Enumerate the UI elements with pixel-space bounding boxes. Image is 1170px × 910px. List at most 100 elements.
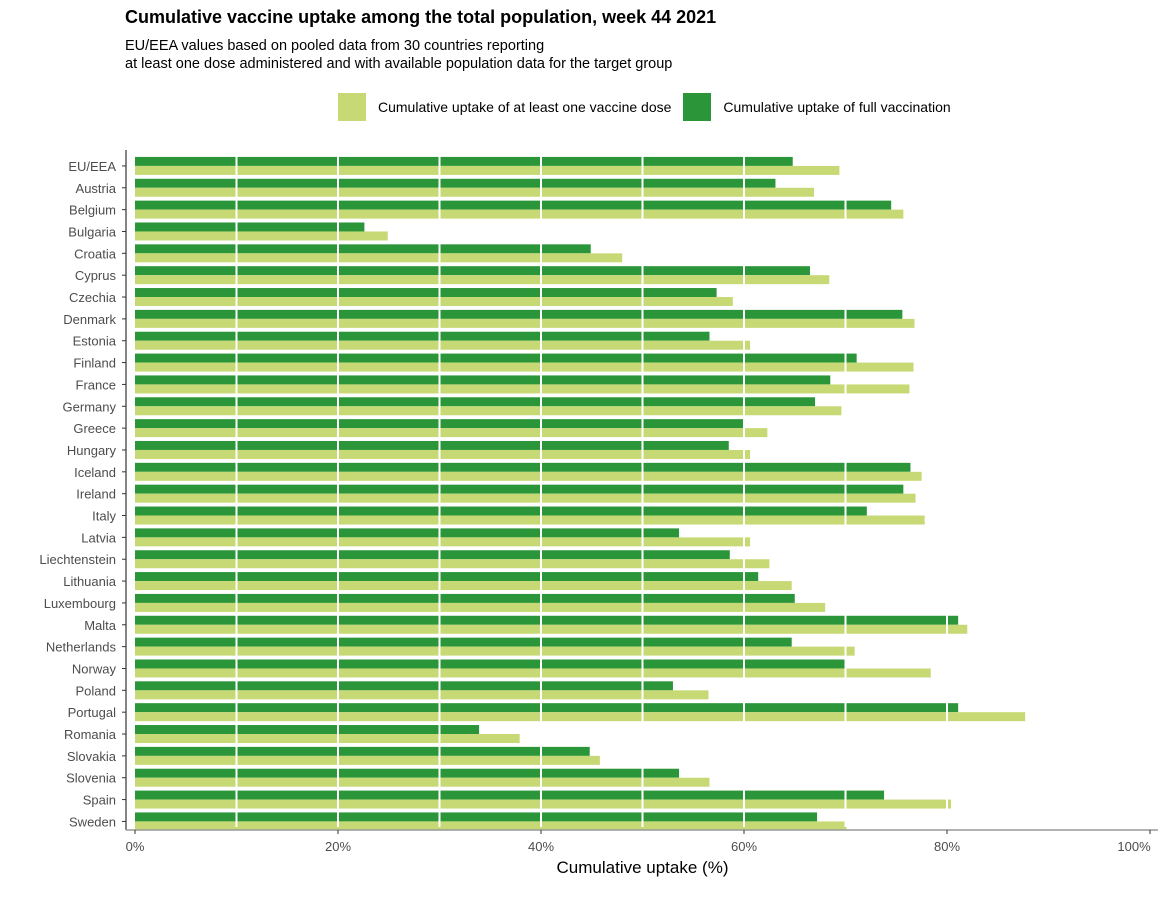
- x-tick-label-2: 40%: [528, 839, 554, 854]
- y-tick-label-22: Netherlands: [46, 640, 117, 655]
- bar-full-19: [135, 572, 759, 582]
- bar-full-13: [135, 440, 729, 450]
- bar-first-dose-22: [135, 646, 855, 656]
- x-tick-label-4: 80%: [934, 839, 960, 854]
- x-tick-label-5: 100%: [1117, 839, 1151, 854]
- bar-first-dose-27: [135, 755, 600, 765]
- bar-full-7: [135, 309, 903, 319]
- bar-first-dose-5: [135, 275, 830, 285]
- bar-full-10: [135, 375, 831, 385]
- y-tick-label-29: Spain: [83, 793, 116, 808]
- y-tick-label-14: Iceland: [74, 465, 116, 480]
- bar-first-dose-1: [135, 187, 815, 197]
- legend-label-first-dose: Cumulative uptake of at least one vaccin…: [378, 99, 672, 115]
- legend-item-full-vaccination: Cumulative uptake of full vaccination: [683, 93, 951, 121]
- bar-full-24: [135, 681, 673, 691]
- y-tick-label-2: Belgium: [69, 203, 116, 218]
- y-tick-label-13: Hungary: [67, 443, 117, 458]
- bar-full-4: [135, 244, 591, 254]
- bar-full-15: [135, 484, 904, 494]
- bar-full-5: [135, 266, 810, 276]
- bar-first-dose-15: [135, 493, 916, 503]
- bar-full-22: [135, 637, 792, 647]
- y-tick-label-0: EU/EEA: [68, 159, 116, 174]
- bar-first-dose-11: [135, 406, 842, 416]
- bar-first-dose-2: [135, 209, 904, 219]
- y-tick-label-11: Germany: [63, 399, 117, 414]
- x-tick-label-3: 60%: [731, 839, 757, 854]
- bar-first-dose-7: [135, 318, 915, 328]
- y-tick-label-30: Sweden: [69, 814, 116, 829]
- bar-full-2: [135, 200, 892, 210]
- bar-first-dose-19: [135, 581, 792, 591]
- bar-full-17: [135, 528, 680, 538]
- y-tick-label-24: Poland: [76, 683, 116, 698]
- bar-first-dose-28: [135, 777, 710, 787]
- y-tick-label-27: Slovakia: [67, 749, 117, 764]
- chart-subtitle: EU/EEA values based on pooled data from …: [125, 37, 672, 73]
- bar-first-dose-20: [135, 602, 826, 612]
- bar-full-11: [135, 397, 816, 407]
- bar-first-dose-18: [135, 559, 770, 569]
- y-tick-label-12: Greece: [73, 421, 116, 436]
- y-tick-label-15: Ireland: [76, 487, 116, 502]
- x-tick-label-1: 20%: [325, 839, 351, 854]
- bar-first-dose-29: [135, 799, 952, 809]
- bar-full-16: [135, 506, 867, 516]
- legend-swatch-first-dose: [338, 93, 366, 121]
- bar-first-dose-16: [135, 515, 925, 525]
- y-tick-label-4: Croatia: [74, 246, 117, 261]
- y-tick-label-21: Malta: [84, 618, 117, 633]
- bar-full-9: [135, 353, 857, 363]
- bar-first-dose-23: [135, 668, 931, 678]
- bar-first-dose-12: [135, 428, 768, 438]
- y-tick-label-28: Slovenia: [66, 771, 117, 786]
- bar-full-8: [135, 331, 710, 341]
- bar-first-dose-14: [135, 471, 922, 481]
- y-tick-label-20: Luxembourg: [44, 596, 116, 611]
- bar-full-6: [135, 288, 717, 298]
- chart-legend: Cumulative uptake of at least one vaccin…: [338, 93, 963, 121]
- y-tick-label-16: Italy: [92, 509, 116, 524]
- bar-full-28: [135, 768, 680, 778]
- bar-full-23: [135, 659, 845, 669]
- x-tick-label-0: 0%: [126, 839, 145, 854]
- bar-full-3: [135, 222, 365, 232]
- subtitle-line-2: at least one dose administered and with …: [125, 56, 673, 72]
- y-tick-label-10: France: [76, 377, 116, 392]
- legend-item-first-dose: Cumulative uptake of at least one vaccin…: [338, 93, 671, 121]
- x-axis-title: Cumulative uptake (%): [557, 858, 729, 877]
- bar-full-26: [135, 725, 480, 735]
- y-tick-label-1: Austria: [76, 181, 117, 196]
- bar-first-dose-9: [135, 362, 914, 372]
- bar-first-dose-10: [135, 384, 910, 394]
- y-tick-label-19: Lithuania: [63, 574, 117, 589]
- bar-first-dose-21: [135, 624, 968, 634]
- subtitle-line-1: EU/EEA values based on pooled data from …: [125, 38, 545, 54]
- y-tick-label-9: Finland: [73, 356, 116, 371]
- y-tick-label-25: Portugal: [68, 705, 117, 720]
- legend-label-full-vaccination: Cumulative uptake of full vaccination: [723, 99, 951, 115]
- bar-first-dose-0: [135, 165, 840, 175]
- bar-first-dose-26: [135, 734, 520, 744]
- y-tick-label-8: Estonia: [73, 334, 117, 349]
- y-tick-label-26: Romania: [64, 727, 117, 742]
- bar-full-14: [135, 462, 911, 472]
- bar-full-29: [135, 790, 885, 800]
- bar-first-dose-6: [135, 297, 733, 307]
- bar-full-25: [135, 703, 959, 713]
- bar-first-dose-24: [135, 690, 709, 700]
- bar-full-21: [135, 615, 959, 625]
- chart-title: Cumulative vaccine uptake among the tota…: [125, 7, 717, 27]
- y-tick-label-5: Cyprus: [75, 268, 117, 283]
- y-tick-label-6: Czechia: [69, 290, 117, 305]
- bar-first-dose-13: [135, 449, 751, 459]
- bar-first-dose-3: [135, 231, 388, 241]
- bar-first-dose-4: [135, 253, 623, 263]
- bar-full-0: [135, 156, 793, 166]
- bar-full-30: [135, 812, 818, 822]
- bar-full-1: [135, 178, 776, 188]
- bar-full-18: [135, 550, 730, 560]
- y-tick-label-23: Norway: [72, 661, 117, 676]
